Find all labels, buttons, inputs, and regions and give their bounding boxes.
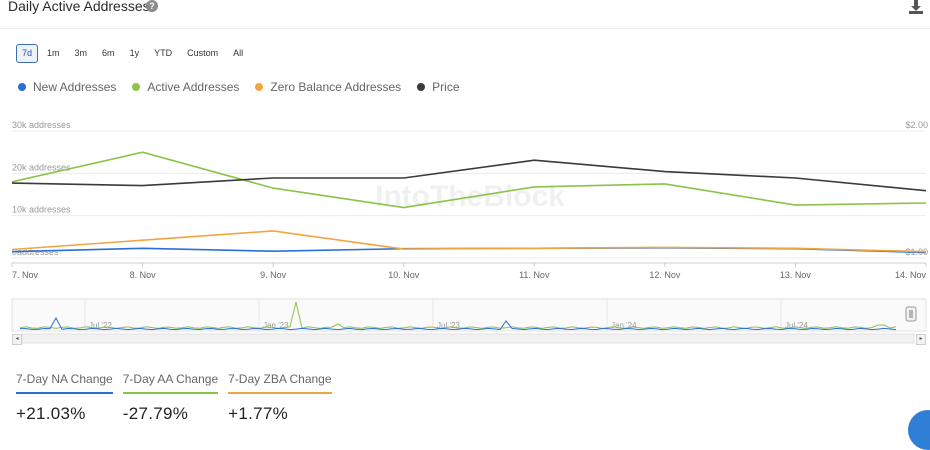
- left-axis-tick-label: 20k addresses: [12, 162, 71, 172]
- range-button-all[interactable]: All: [233, 48, 244, 58]
- stat-value: +1.77%: [228, 404, 289, 423]
- series-lines: [11, 151, 927, 254]
- x-axis-tick-label: 9. Nov: [260, 270, 287, 280]
- stat-label: 7-Day ZBA Change: [228, 372, 332, 394]
- series-line-price: [11, 159, 927, 192]
- left-axis-tick-label: 0addresses: [12, 247, 59, 257]
- legend-dot: [417, 83, 426, 91]
- help-circle-icon[interactable]: ?: [146, 0, 158, 12]
- range-button-3m[interactable]: 3m: [74, 48, 88, 58]
- navigator-label: Jan '23: [263, 321, 289, 330]
- legend-dot: [255, 83, 264, 91]
- chat-widget-icon[interactable]: [908, 410, 930, 450]
- navigator-label: Jul '23: [437, 321, 460, 330]
- legend-item-active-addresses[interactable]: Active Addresses: [132, 80, 239, 94]
- range-button-ytd[interactable]: YTD: [154, 48, 173, 58]
- navigator-series-active: [19, 301, 897, 329]
- x-axis-tick-label: 14. Nov: [895, 270, 927, 280]
- grid-lines: [12, 130, 926, 264]
- stat-label: 7-Day NA Change: [16, 372, 113, 394]
- legend-label: Price: [432, 80, 460, 94]
- range-button-custom[interactable]: Custom: [187, 48, 219, 58]
- x-axis-tick-label: 11. Nov: [519, 270, 550, 280]
- legend-item-zero-balance-addresses[interactable]: Zero Balance Addresses: [255, 80, 401, 94]
- stat-block: 7-Day ZBA Change +1.77%: [228, 372, 332, 424]
- scroll-right-button[interactable]: ▸: [916, 334, 926, 345]
- x-axis: 7. Nov 8. Nov 9. Nov 10. Nov 11. Nov 12. Nov 1…: [11, 263, 927, 280]
- scroll-left-button[interactable]: ◂: [12, 334, 22, 345]
- stat-value: -27.79%: [122, 404, 189, 423]
- navigator-label: Jul '22: [89, 321, 112, 330]
- navigator-frame: [11, 298, 927, 332]
- legend-label: Zero Balance Addresses: [270, 80, 402, 94]
- x-axis-tick-label: 12. Nov: [649, 270, 681, 280]
- chart-header: Daily Active Addresses ?: [0, 0, 930, 29]
- legend-label: New Addresses: [33, 80, 117, 94]
- navigator-series-new: [20, 316, 897, 331]
- stats-row: 7-Day NA Change +21.03% 7-Day AA Change -27…: [16, 372, 342, 424]
- x-axis-tick-label: 13. Nov: [780, 270, 812, 280]
- legend-label: Active Addresses: [147, 80, 240, 94]
- left-axis: 0addresses 10k addresses 20k addresses 30k …: [12, 120, 71, 257]
- left-axis-tick-label: 10k addresses: [12, 205, 71, 215]
- stat-value: +21.03%: [16, 404, 86, 423]
- series-line-zero-balance-addresses: [11, 230, 927, 253]
- chart-title: Daily Active Addresses: [8, 0, 150, 14]
- download-icon[interactable]: [908, 0, 924, 14]
- left-axis-tick-label: 30k addresses: [12, 120, 71, 130]
- x-axis-tick-label: 7. Nov: [12, 270, 39, 280]
- x-axis-tick-label: 8. Nov: [130, 270, 157, 280]
- navigator-scrollbar[interactable]: [21, 333, 915, 344]
- range-button-6m[interactable]: 6m: [102, 48, 115, 58]
- range-button-7d[interactable]: 7d: [16, 44, 39, 63]
- navigator-label: Jan '24: [611, 321, 637, 330]
- stat-block: 7-Day NA Change +21.03%: [16, 372, 113, 424]
- x-axis-tick-label: 10. Nov: [388, 270, 420, 280]
- legend-item-price[interactable]: Price: [417, 80, 460, 94]
- legend-item-new-addresses[interactable]: New Addresses: [18, 80, 116, 94]
- stat-block: 7-Day AA Change -27.79%: [122, 372, 219, 424]
- range-button-1m[interactable]: 1m: [47, 48, 60, 58]
- right-axis-tick-label: $2.00: [905, 120, 928, 130]
- range-button-1y[interactable]: 1y: [129, 48, 140, 58]
- navigator-label: Jul '24: [785, 321, 808, 330]
- legend-dot: [132, 83, 141, 91]
- navigator: Jul '22 Jan '23 Jul '23 Jan '24 Jul '24: [11, 298, 927, 344]
- navigator-handle[interactable]: [905, 306, 917, 322]
- chart-legend: New Addresses Active Addresses Zero Balanc…: [18, 80, 476, 94]
- legend-dot: [18, 83, 26, 91]
- series-line-active-addresses: [11, 151, 927, 209]
- stat-label: 7-Day AA Change: [122, 372, 219, 394]
- range-selector: 7d 1m 3m 6m 1y YTD Custom All: [16, 44, 252, 63]
